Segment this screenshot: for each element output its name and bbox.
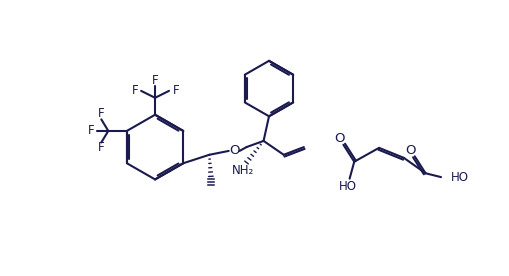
- Text: F: F: [132, 84, 138, 97]
- Text: O: O: [334, 132, 345, 145]
- Text: O: O: [406, 144, 416, 157]
- Text: F: F: [98, 141, 105, 154]
- Text: F: F: [98, 107, 105, 120]
- Text: HO: HO: [339, 180, 357, 193]
- Text: O: O: [229, 144, 239, 157]
- Text: F: F: [88, 124, 95, 137]
- Text: F: F: [173, 84, 179, 97]
- Text: HO: HO: [451, 171, 469, 184]
- Text: NH₂: NH₂: [232, 164, 254, 177]
- Text: F: F: [152, 74, 158, 87]
